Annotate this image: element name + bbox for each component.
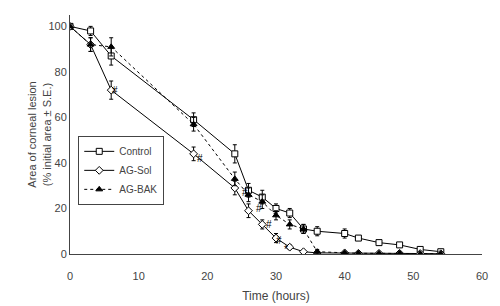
- svg-text:Control: Control: [119, 146, 151, 157]
- svg-text:40: 40: [339, 270, 351, 282]
- svg-text:*: *: [284, 244, 288, 255]
- svg-text:0: 0: [61, 248, 67, 260]
- svg-text:80: 80: [55, 66, 67, 78]
- svg-text:60: 60: [476, 270, 488, 282]
- svg-text:10: 10: [133, 270, 145, 282]
- svg-text:100: 100: [48, 20, 66, 32]
- svg-text:#: #: [266, 219, 272, 230]
- svg-text:#: #: [197, 153, 203, 164]
- svg-text:20: 20: [55, 202, 67, 214]
- svg-text:#: #: [276, 235, 282, 246]
- svg-text:20: 20: [201, 270, 213, 282]
- svg-text:AG-Sol: AG-Sol: [119, 165, 151, 176]
- svg-text:#: #: [112, 85, 118, 96]
- svg-text:0: 0: [67, 270, 73, 282]
- svg-text:#: #: [256, 203, 262, 214]
- svg-text:60: 60: [55, 111, 67, 123]
- svg-text:Time (hours): Time (hours): [242, 289, 310, 303]
- svg-text:30: 30: [270, 270, 282, 282]
- svg-text:40: 40: [55, 157, 67, 169]
- svg-text:AG-BAK: AG-BAK: [119, 184, 157, 195]
- svg-text:Area of corneal lesion(% initi: Area of corneal lesion(% initial area ± …: [26, 81, 52, 187]
- svg-text:#: #: [242, 187, 248, 198]
- svg-text:50: 50: [407, 270, 419, 282]
